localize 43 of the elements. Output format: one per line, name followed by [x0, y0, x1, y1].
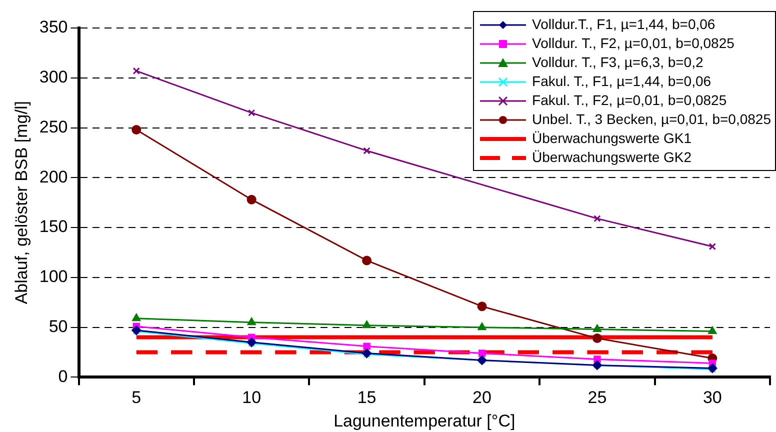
point [708, 363, 718, 373]
point [478, 322, 486, 330]
legend-label: Volldur.T., F1, µ=1,44, b=0,06 [532, 15, 716, 34]
x-tick-label: 25 [588, 388, 607, 408]
point [592, 334, 602, 344]
point [592, 324, 602, 332]
legend-label: Fakul. T., F1, µ=1,44, b=0,06 [532, 72, 712, 91]
y-tick-label: 200 [39, 167, 68, 186]
point [246, 194, 256, 204]
point [478, 350, 486, 357]
y-tick-label: 300 [39, 68, 68, 87]
legend-label: Überwachungswerte GK2 [532, 148, 692, 167]
point [248, 109, 256, 116]
point [594, 214, 601, 222]
point [362, 320, 371, 328]
x-tick-label: 10 [242, 388, 262, 408]
y-axis-title: Ablauf, gelöster BSB [mg/l] [12, 101, 31, 304]
legend-label: Unbel. T., 3 Becken, µ=0,01, b=0,0825 [532, 110, 771, 129]
y-tick-label: 250 [39, 117, 68, 136]
point [708, 326, 717, 334]
point [132, 125, 142, 135]
point [477, 302, 487, 312]
legend-label: Fakul. T., F2, µ=0,01, b=0,0825 [532, 91, 727, 110]
y-tick-label: 150 [39, 217, 68, 236]
y-tick-label: 100 [39, 267, 68, 286]
legend-label: Volldur. T., F2, µ=0,01, b=0,0825 [532, 34, 734, 53]
point [363, 342, 370, 350]
point [362, 256, 372, 266]
y-tick-label: 50 [48, 317, 68, 336]
x-tick-label: 20 [472, 388, 492, 408]
x-tick-label: 15 [357, 388, 376, 408]
legend-label: Überwachungswerte GK1 [532, 129, 692, 148]
x-tick-label: 30 [702, 388, 722, 408]
y-tick-label: 0 [58, 366, 68, 386]
point [363, 147, 370, 154]
point [708, 242, 716, 250]
legend-label: Volldur. T., F3, µ=6,3, b=0,2 [532, 53, 704, 72]
point [132, 314, 141, 322]
x-tick-label: 5 [132, 388, 142, 408]
y-tick-label: 350 [39, 18, 68, 37]
x-axis-title: Lagunentemperatur [°C] [334, 411, 516, 430]
point [132, 67, 140, 74]
point [247, 318, 256, 326]
